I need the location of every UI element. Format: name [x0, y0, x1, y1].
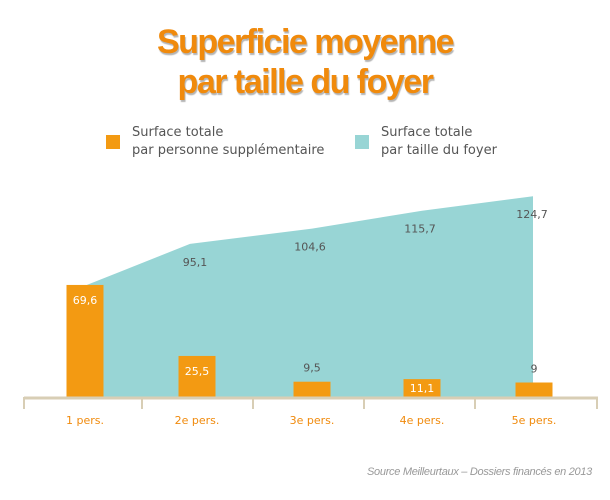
title-line-2: par taille du foyer: [177, 63, 434, 101]
legend-swatch-orange: [106, 135, 120, 149]
bar-4: [403, 379, 441, 397]
area-value-label: 124,7: [516, 208, 548, 221]
x-tick-label: 3e pers.: [290, 414, 335, 427]
bar-value-label: 69,6: [73, 294, 98, 307]
source-note: Source Meilleurtaux – Dossiers financés …: [367, 466, 592, 478]
bar-value-label: 25,5: [185, 365, 210, 378]
x-tick-label: 4e pers.: [400, 414, 445, 427]
legend-label-line1: Surface totale: [132, 125, 224, 140]
bar-value-label: 9,5: [303, 362, 321, 375]
area-value-label: 95,1: [183, 256, 208, 269]
legend-swatch-teal: [355, 135, 369, 149]
bar-value-label: 11,1: [410, 382, 435, 395]
x-tick-label: 5e pers.: [512, 414, 557, 427]
area-value-label: 115,7: [404, 223, 436, 236]
title-line-1: Superficie moyenne: [156, 23, 455, 61]
legend-label-line2: par taille du foyer: [381, 143, 497, 158]
legend-item-per-person: Surface totale par personne supplémentai…: [106, 124, 324, 160]
bar-1: [66, 284, 104, 397]
area-household-total: [87, 196, 533, 397]
x-tick-label: 1 pers.: [66, 414, 104, 427]
bar-value-label: 9: [531, 363, 538, 376]
bar-2: [178, 355, 216, 397]
chart-title: Superficie moyenne par taille du foyer: [0, 22, 610, 102]
chart-plot: 1 pers. 2e pers. 3e pers. 4e pers. 5e pers. 6…: [23, 196, 598, 427]
bar-3: [293, 381, 331, 397]
legend-label-line1: Surface totale: [381, 125, 473, 140]
bar-5: [515, 382, 553, 397]
legend-label-line2: par personne supplémentaire: [132, 143, 325, 158]
x-tick-label: 2e pers.: [175, 414, 220, 427]
area-value-label: 104,6: [294, 241, 326, 254]
legend-item-household: Surface totale par taille du foyer: [355, 124, 497, 160]
